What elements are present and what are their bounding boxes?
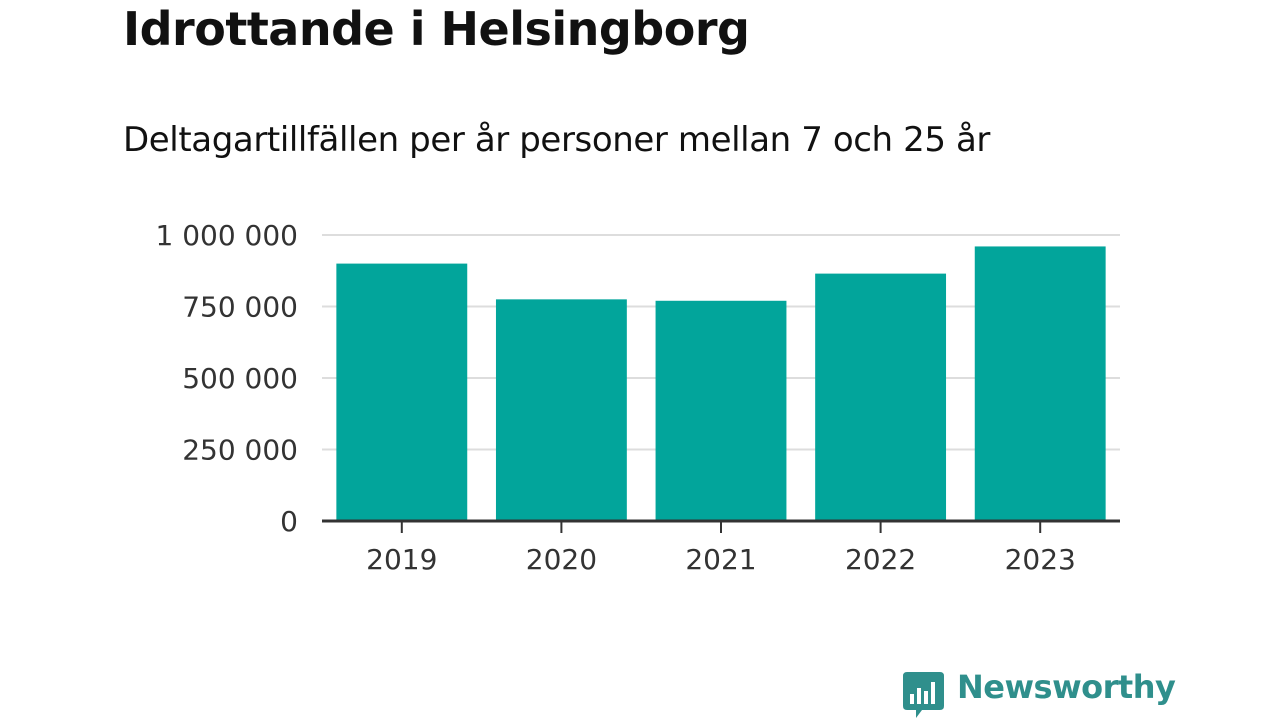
x-axis: [322, 519, 1120, 533]
newsworthy-logo-icon: [903, 672, 944, 718]
bar-2021: [655, 300, 787, 521]
bar-2020: [495, 299, 627, 521]
y-tick-label: 250 000: [182, 434, 298, 467]
y-axis-tick-labels: 0 250 000 500 000 750 000 1 000 000: [155, 219, 298, 538]
x-tick-label: 2021: [685, 543, 756, 576]
x-tick-label: 2019: [366, 543, 437, 576]
y-tick-label: 0: [280, 505, 298, 538]
x-tick-label: 2020: [526, 543, 597, 576]
y-tick-label: 1 000 000: [155, 219, 298, 252]
y-tick-label: 750 000: [182, 291, 298, 324]
y-tick-label: 500 000: [182, 362, 298, 395]
x-tick-label: 2023: [1005, 543, 1076, 576]
x-tick-label: 2022: [845, 543, 916, 576]
bars: [336, 246, 1106, 521]
bar-2019: [336, 263, 468, 521]
brand-name: Newsworthy: [957, 668, 1176, 706]
x-axis-tick-labels: 2019 2020 2021 2022 2023: [366, 543, 1076, 576]
bar-2022: [815, 273, 947, 521]
chart-title: Idrottande i Helsingborg: [123, 2, 750, 56]
chart-subtitle: Deltagartillfällen per år personer mella…: [123, 120, 991, 160]
bar-2023: [974, 246, 1106, 521]
